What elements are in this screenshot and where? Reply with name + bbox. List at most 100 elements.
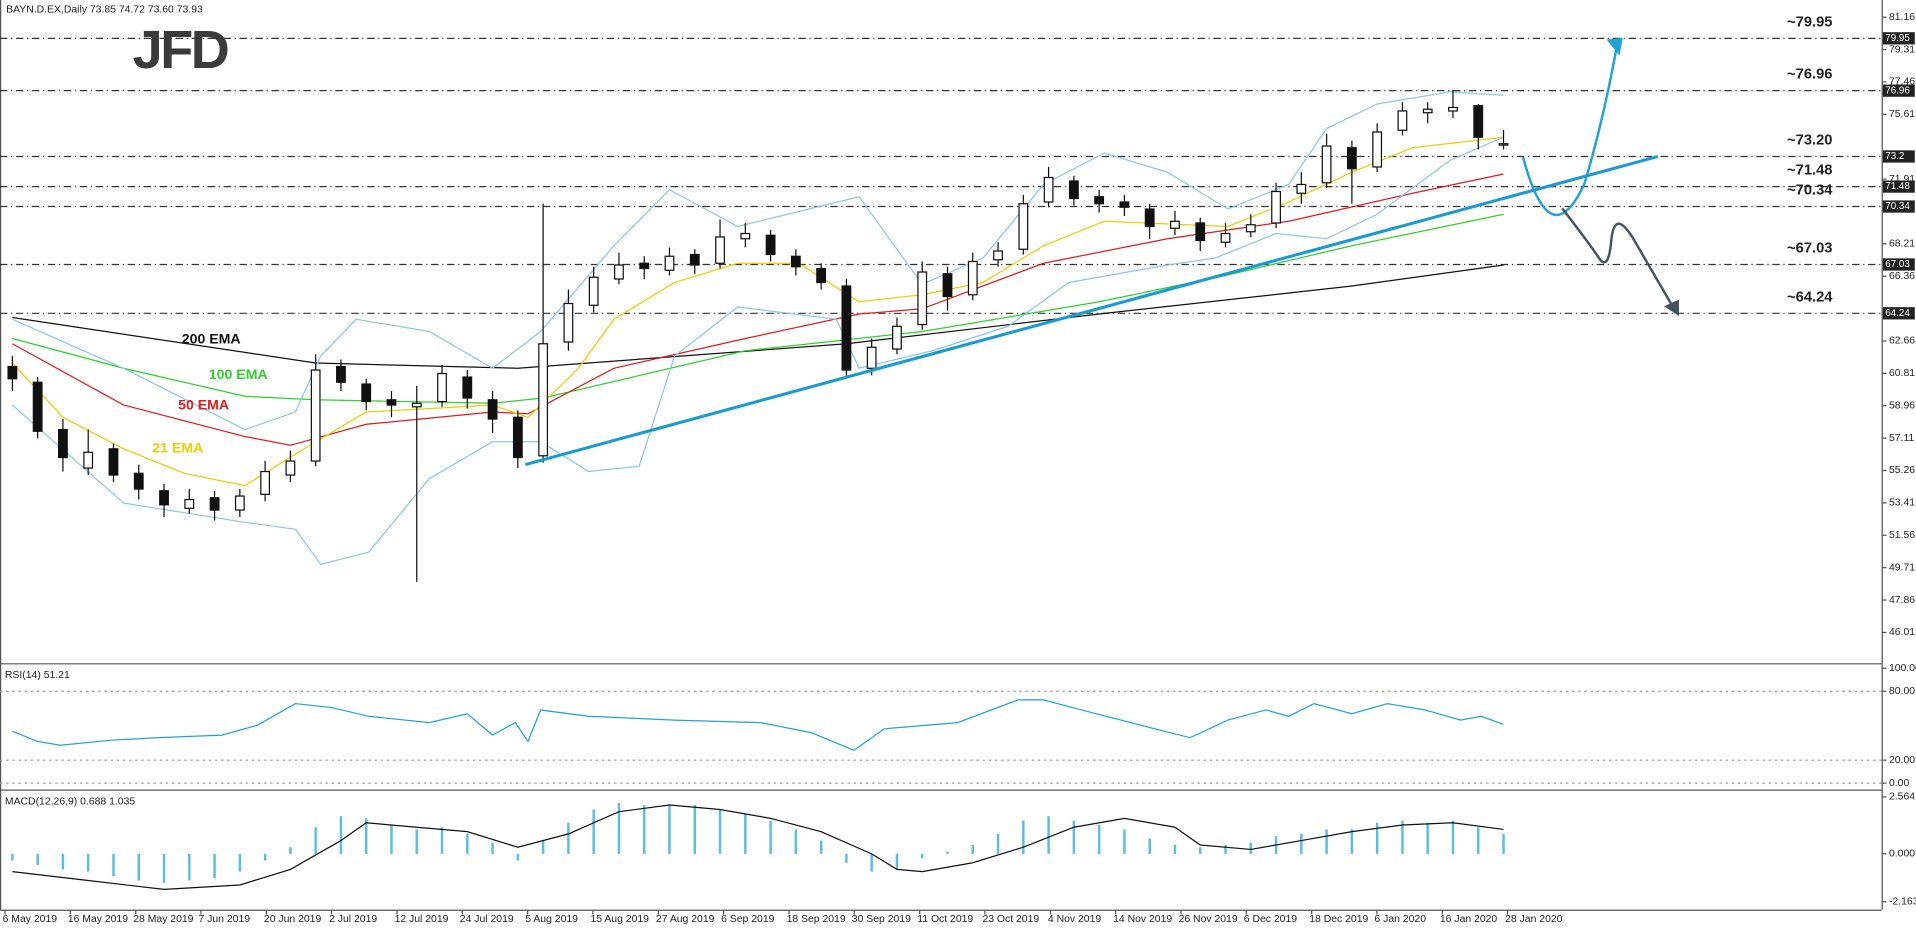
candle-body	[184, 498, 195, 509]
macd-bar	[1123, 829, 1126, 854]
moving-average	[11, 136, 1504, 487]
macd-bar	[11, 853, 14, 861]
candle-body	[32, 381, 43, 432]
level-label: ~64.24	[1787, 289, 1833, 305]
y-tick-label: 80.00	[1889, 686, 1915, 697]
level-price-box	[1882, 307, 1915, 320]
macd-bar	[289, 847, 292, 854]
level-price-box	[1882, 150, 1915, 163]
macd-bar	[794, 829, 798, 854]
frame	[0, 0, 1883, 911]
macd-bar	[213, 853, 216, 879]
macd-bar	[642, 805, 646, 854]
macd-bar	[718, 809, 722, 854]
candle-body	[538, 343, 549, 457]
macd-bar	[339, 816, 343, 854]
y-tick-label: 57.11	[1889, 433, 1915, 444]
macd-bar	[744, 813, 747, 854]
signal-line	[12, 804, 1504, 891]
y-tick-label: 71.91	[1889, 174, 1915, 185]
x-tick-label: 15 Aug 2019	[590, 914, 649, 925]
scenario-arrows	[1521, 37, 1679, 317]
macd-bar	[1173, 844, 1177, 854]
x-tick-label: 6 Dec 2019	[1244, 914, 1297, 925]
level-price-label: 73.2	[1885, 151, 1904, 162]
macd-bar	[1300, 833, 1303, 854]
trendline	[525, 155, 1659, 467]
macd-bar	[870, 853, 873, 872]
macd-title: MACD(12,26,9) 0.688 1.035	[5, 796, 135, 807]
x-tick-label: 2 Jul 2019	[329, 914, 377, 925]
y-tick-label: 79.31	[1889, 44, 1915, 55]
candle-body	[1043, 176, 1054, 203]
macd-bar	[263, 853, 267, 861]
x-tick-label: 20 Jun 2019	[264, 914, 322, 925]
bollinger-band	[11, 136, 1504, 566]
candle-body	[1094, 196, 1105, 205]
candle-body	[1119, 201, 1130, 208]
bearish-arrow	[1561, 207, 1676, 310]
level-price-label: 76.96	[1885, 85, 1910, 96]
candle-body	[1245, 224, 1256, 233]
x-tick-label: 24 Jul 2019	[460, 914, 514, 925]
macd-bar	[112, 853, 115, 877]
macd-bar	[668, 805, 671, 854]
candle-body	[7, 365, 18, 380]
level-label: ~70.34	[1787, 183, 1833, 199]
candle-body	[664, 255, 675, 271]
level-price-box	[1882, 32, 1915, 45]
moving-average	[12, 213, 1504, 404]
candle-body	[1448, 106, 1458, 112]
bollinger-band	[12, 91, 1504, 431]
y-tick-label: 81.16	[1889, 12, 1915, 23]
candle-body	[512, 416, 523, 459]
y-tick-label: 62.66	[1889, 336, 1915, 347]
y-tick-label: 68.21	[1889, 239, 1915, 250]
macd-bar	[1350, 829, 1354, 854]
candle-body	[1220, 232, 1231, 243]
x-tick-label: 26 Nov 2019	[1179, 914, 1238, 925]
macd-bar	[440, 827, 444, 854]
candle-body	[437, 372, 447, 403]
y-tick-label: 47.86	[1889, 595, 1915, 606]
candle-body	[614, 264, 624, 280]
x-tick-label: 23 Oct 2019	[982, 914, 1039, 925]
macd-bar	[1451, 820, 1455, 854]
chart-title: BAYN.D.EX,Daily 73.85 74.72 73.60 73.93	[6, 5, 203, 16]
y-tick-label: 100.00	[1889, 663, 1916, 674]
candle-body	[310, 369, 321, 462]
macd-bar	[491, 842, 494, 854]
macd-bar	[895, 853, 899, 870]
y-tick-label: 0.000	[1889, 849, 1915, 860]
candle-body	[715, 236, 725, 264]
macd-bar	[971, 844, 975, 854]
candle-body	[639, 262, 650, 270]
macd-bar	[1249, 842, 1253, 854]
x-tick-label: 16 Jan 2020	[1440, 914, 1498, 925]
candle-body	[83, 451, 94, 469]
candle-body	[58, 428, 68, 459]
y-tick-label: 2.564	[1889, 792, 1915, 803]
x-tick-label: 30 Sep 2019	[852, 914, 911, 925]
level-price-box	[1882, 180, 1915, 193]
series-label: 21 EMA	[152, 439, 203, 455]
macd-bar	[1502, 833, 1505, 854]
candle-body	[361, 383, 372, 403]
candle-body	[917, 271, 928, 326]
candle-body	[1271, 190, 1281, 224]
y-tick-label: 58.96	[1889, 400, 1915, 411]
y-tick-label: 53.41	[1889, 498, 1915, 509]
macd-bar	[137, 853, 140, 881]
x-tick-label: 28 May 2019	[133, 914, 193, 925]
candle-body	[841, 285, 852, 371]
macd-bar	[1426, 822, 1429, 854]
y-tick-label: -2.163	[1889, 897, 1916, 908]
macd-bar	[1401, 820, 1404, 854]
level-price-label: 79.95	[1885, 33, 1910, 44]
y-tick-label: 46.01	[1889, 627, 1915, 638]
candle-body	[1372, 131, 1383, 168]
y-tick-label: 77.46	[1889, 77, 1915, 88]
x-tick-label: 6 Jan 2020	[1374, 914, 1426, 925]
x-tick-label: 27 Aug 2019	[656, 914, 715, 925]
